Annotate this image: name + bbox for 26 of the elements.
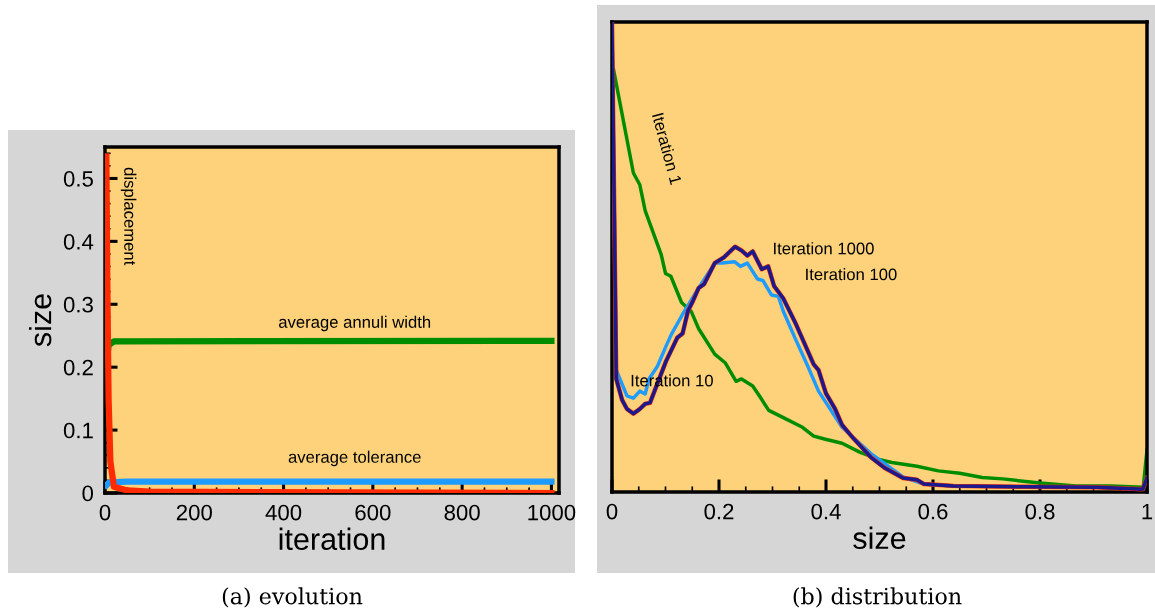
text: (a) evolution — [222, 587, 363, 608]
x-axis-title: size — [853, 526, 906, 550]
y-axis-title: size — [28, 294, 52, 347]
text: (b) distribution — [793, 587, 962, 608]
x-tick-label: 0.6 — [918, 503, 948, 520]
x-axis-title: iteration — [279, 527, 385, 551]
series-label: average tolerance — [288, 450, 421, 467]
x-tick-label: 800 — [444, 504, 480, 521]
x-tick-label: 0.4 — [811, 503, 841, 520]
y-tick-label: 0.3 — [63, 296, 93, 313]
series-label: average annuli width — [278, 315, 431, 332]
x-tick-label: 0.8 — [1025, 503, 1055, 520]
x-tick-label: 600 — [355, 504, 391, 521]
y-tick-label: 0.4 — [63, 233, 94, 250]
x-tick-label: 1000 — [528, 504, 576, 521]
x-tick-label: 1 — [1142, 503, 1153, 520]
text: displacement — [120, 167, 137, 266]
x-tick-label: 0 — [606, 503, 618, 520]
y-tick-label: 0.2 — [63, 359, 93, 376]
y-tick-label: 0 — [82, 485, 94, 502]
x-tick-label: 0 — [99, 504, 111, 521]
x-tick-label: 200 — [176, 504, 212, 521]
x-tick-label: 400 — [265, 504, 302, 521]
x-tick-label: 0.2 — [704, 503, 734, 520]
y-tick-label: 0.5 — [63, 170, 93, 187]
y-tick-label: 0.1 — [63, 422, 93, 439]
